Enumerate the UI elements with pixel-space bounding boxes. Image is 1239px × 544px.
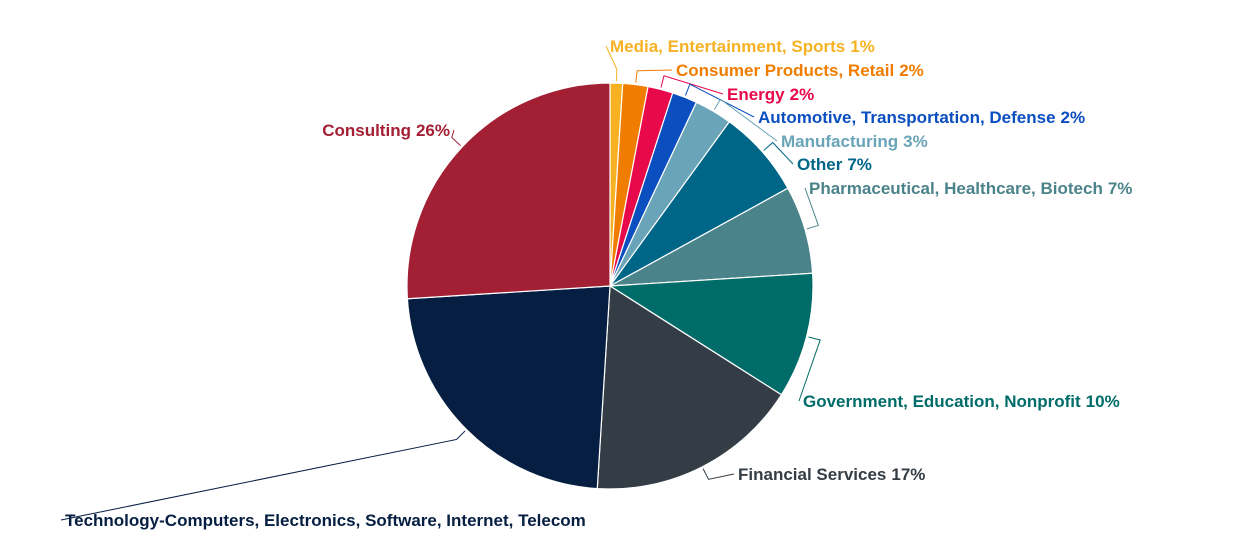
- slice-name: Energy: [727, 85, 785, 104]
- slice-label: Manufacturing 3%: [781, 132, 928, 151]
- slice-value: 26%: [416, 121, 450, 140]
- slice-label: Energy 2%: [727, 85, 814, 104]
- slice-value: 17%: [891, 465, 925, 484]
- leader-line: [798, 336, 821, 402]
- slice-value: 7%: [847, 155, 872, 174]
- slice-name: Consumer Products, Retail: [676, 61, 894, 80]
- slice-name: Pharmaceutical, Healthcare, Biotech: [809, 179, 1103, 198]
- pie: [406, 82, 814, 490]
- slice-label: Consumer Products, Retail 2%: [676, 61, 924, 80]
- slice: [608, 272, 814, 396]
- slice: [406, 82, 611, 300]
- slice-value: 2%: [899, 61, 924, 80]
- leader-line: [702, 468, 735, 480]
- slice-name: Media, Entertainment, Sports: [610, 37, 845, 56]
- leader-line: [60, 430, 466, 521]
- slice: [406, 285, 611, 490]
- slice-label: Consulting 26%: [322, 121, 450, 140]
- slice-name: Other: [797, 155, 843, 174]
- leader-line: [763, 141, 794, 165]
- slice-name: Manufacturing: [781, 132, 898, 151]
- slice-value: 3%: [903, 132, 928, 151]
- slice-value: 1%: [850, 37, 875, 56]
- leader-line: [635, 69, 673, 83]
- slice-value: 2%: [790, 85, 815, 104]
- leader-line: [713, 98, 778, 142]
- slice-value: 2%: [1061, 108, 1086, 127]
- slice-label: Technology-Computers, Electronics, Softw…: [65, 511, 586, 530]
- slice-name: Consulting: [322, 121, 411, 140]
- leader-line: [605, 45, 618, 82]
- slice-label: Automotive, Transportation, Defense 2%: [758, 108, 1085, 127]
- slice-name: Automotive, Transportation, Defense: [758, 108, 1056, 127]
- leader-line: [685, 83, 755, 118]
- slice-name: Technology-Computers, Electronics, Softw…: [65, 511, 586, 530]
- slice-name: Financial Services: [738, 465, 886, 484]
- slice-value: 10%: [1086, 392, 1120, 411]
- leader-line: [451, 129, 461, 147]
- slice-label: Financial Services 17%: [738, 465, 925, 484]
- leader-line: [660, 75, 724, 95]
- slice-name: Government, Education, Nonprofit: [803, 392, 1081, 411]
- slice-label: Pharmaceutical, Healthcare, Biotech 7%: [809, 179, 1132, 198]
- slice-value: 7%: [1108, 179, 1133, 198]
- labels: Media, Entertainment, Sports 1% Consumer P…: [60, 37, 1132, 530]
- slice: [596, 284, 783, 490]
- leader-line: [804, 187, 820, 230]
- slice-label: Government, Education, Nonprofit 10%: [803, 392, 1120, 411]
- slice-label: Other 7%: [797, 155, 872, 174]
- slice-label: Media, Entertainment, Sports 1%: [610, 37, 875, 56]
